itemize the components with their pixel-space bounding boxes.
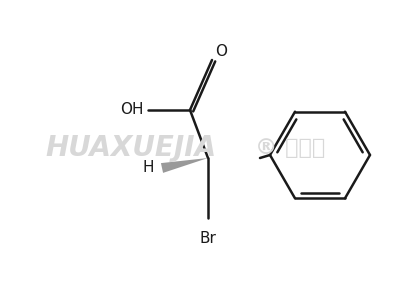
Text: ® 化学加: ® 化学加 — [255, 138, 325, 158]
Text: Br: Br — [199, 231, 217, 246]
Text: OH: OH — [120, 103, 144, 117]
Polygon shape — [161, 158, 208, 173]
Text: H: H — [143, 161, 154, 176]
Text: O: O — [215, 45, 227, 59]
Text: HUAXUEJIA: HUAXUEJIA — [45, 134, 216, 162]
